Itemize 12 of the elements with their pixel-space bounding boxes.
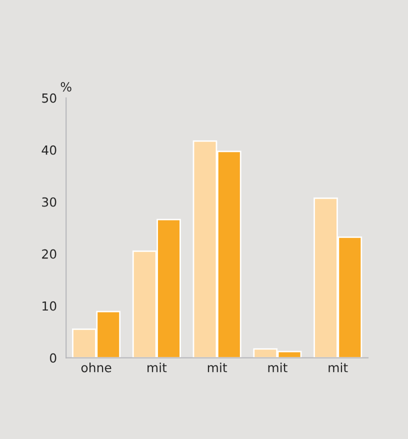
y-axis-title: % [60,82,72,92]
y-tick-label: 10 [42,301,56,311]
x-tick-label: mit [208,362,228,372]
x-tick-label: ohne [81,362,112,372]
y-tick-label: 40 [42,145,56,155]
y-tick-label: 50 [42,93,56,103]
x-tick-label: mit [328,362,348,372]
y-tick-label: 0 [50,353,56,363]
y-tick-label: 30 [42,197,56,207]
y-tick-label: 20 [42,249,56,259]
x-tick-label: mit [268,362,288,372]
x-tick-label: mit [148,362,167,372]
